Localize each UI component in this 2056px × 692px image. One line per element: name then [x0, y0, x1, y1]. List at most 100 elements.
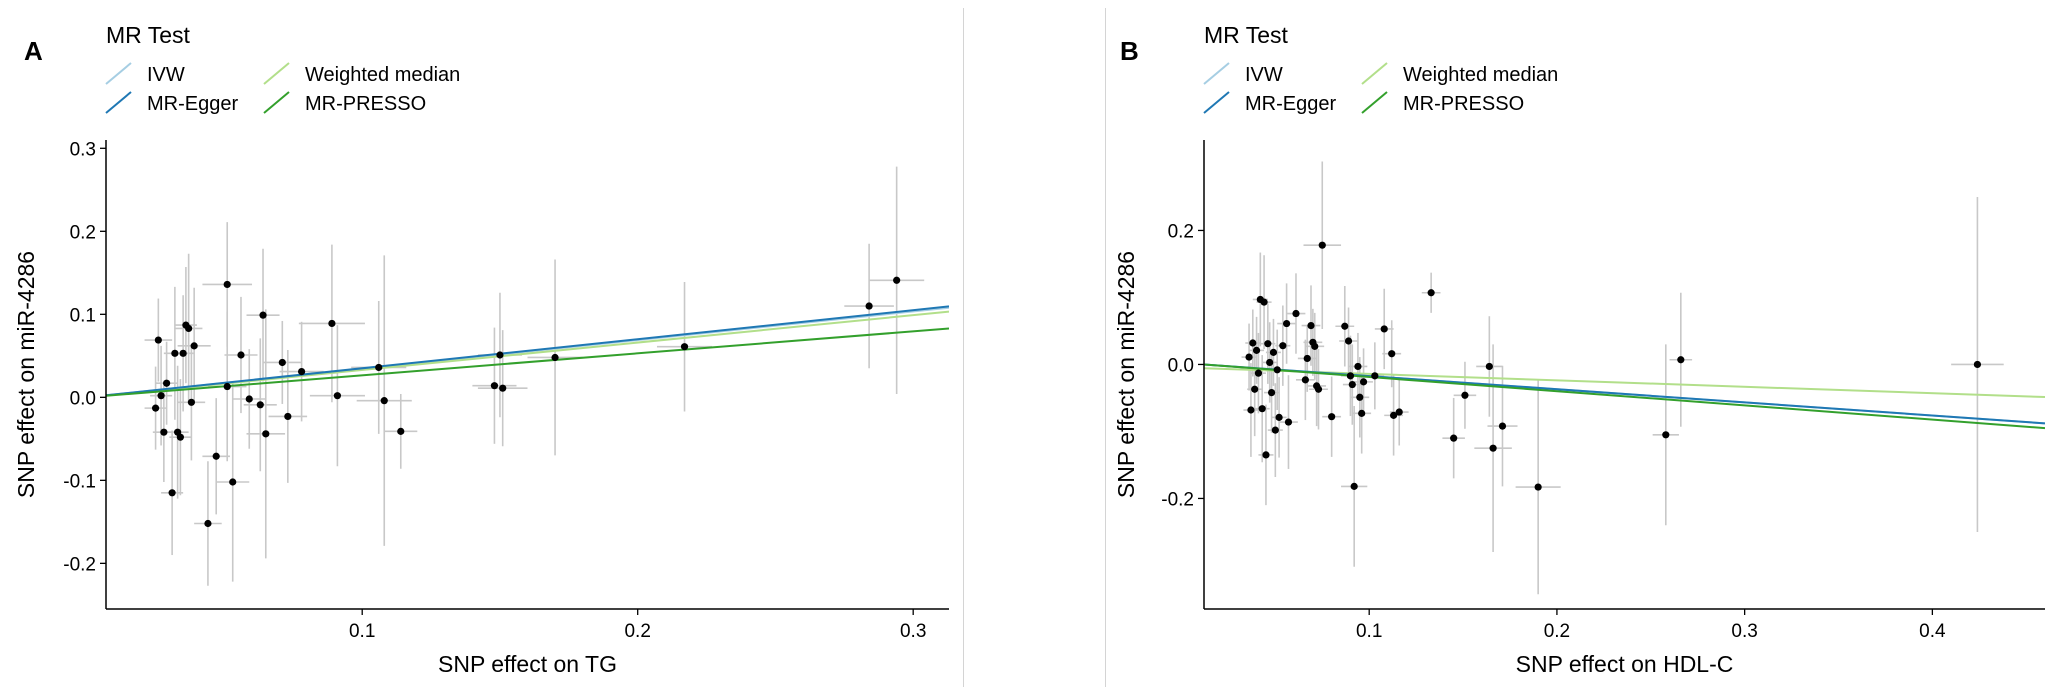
legend: MR Test IVW Weighted median MR-Egger MR-PRES…: [1203, 22, 1558, 115]
data-point: [176, 433, 184, 441]
data-point: [190, 342, 198, 350]
points: [1245, 241, 1982, 491]
x-tick-label: 0.2: [1544, 621, 1570, 642]
data-point: [1354, 362, 1362, 371]
x-tick-label: 0.3: [900, 621, 926, 642]
legend-label-weighted-median: Weighted median: [1403, 64, 1558, 86]
regression-line-weighted-median: [1204, 367, 2045, 399]
points: [151, 276, 901, 528]
data-point: [1390, 411, 1398, 419]
y-tick-label: 0.2: [70, 222, 96, 243]
y-tick-label: -0.2: [63, 554, 96, 575]
data-point: [1307, 321, 1315, 330]
panel-label: B: [1120, 36, 1139, 66]
data-point: [1275, 413, 1283, 421]
data-point: [893, 276, 901, 284]
x-axis-label: SNP effect on HDL-C: [1516, 651, 1734, 677]
data-point: [168, 489, 176, 497]
data-point: [865, 302, 873, 310]
data-point: [297, 367, 306, 376]
data-point: [1662, 431, 1670, 439]
panel-label: A: [24, 36, 43, 66]
data-point: [380, 397, 388, 405]
legend-key-mr-presso: [1361, 91, 1388, 114]
data-point: [1350, 482, 1358, 490]
data-point: [1358, 409, 1366, 417]
data-point: [1328, 413, 1336, 421]
data-point: [1282, 319, 1291, 328]
data-point: [1973, 360, 1982, 369]
data-point: [171, 349, 179, 357]
data-point: [223, 280, 231, 289]
data-point: [499, 384, 507, 392]
y-ticks: -0.2 0.0 0.2: [1161, 221, 1204, 510]
data-point: [185, 324, 193, 333]
legend-label-ivw: IVW: [1245, 64, 1283, 86]
data-point: [1371, 372, 1379, 380]
data-point: [237, 351, 245, 359]
data-point: [1258, 405, 1266, 413]
data-point: [397, 427, 405, 435]
y-tick-label: -0.1: [63, 471, 96, 492]
error-bars: [144, 166, 925, 586]
data-point: [490, 382, 499, 390]
y-tick-label: 0.0: [70, 388, 96, 409]
y-tick-label: 0.1: [70, 305, 96, 326]
panel-divider-right: [1105, 8, 1106, 687]
legend-key-mr-presso: [263, 91, 290, 114]
y-axis-label: SNP effect on miR-4286: [1113, 251, 1139, 498]
legend-key-mr-egger: [1203, 91, 1230, 114]
data-point: [157, 392, 165, 400]
data-point: [1264, 340, 1272, 348]
data-point: [1269, 348, 1278, 356]
regression-line-mr-egger: [106, 305, 949, 397]
x-ticks: 0.1 0.2 0.3 0.4: [1356, 609, 1946, 642]
legend-label-weighted-median: Weighted median: [305, 64, 460, 86]
data-point: [551, 353, 559, 362]
chart-svg: B MR Test IVW Weighted median MR-Egger MR-PRE…: [1113, 22, 2045, 677]
data-point: [1301, 376, 1309, 384]
y-ticks: -0.2 -0.1 0.0 0.1 0.2 0.3: [63, 139, 106, 575]
legend-key-ivw: [1203, 62, 1230, 85]
data-point: [1314, 385, 1323, 393]
legend-title: MR Test: [1204, 22, 1289, 48]
data-point: [1346, 372, 1355, 380]
data-point: [223, 382, 231, 391]
data-point: [1461, 391, 1469, 399]
x-tick-label: 0.3: [1731, 621, 1757, 642]
legend-label-mr-presso: MR-PRESSO: [1403, 93, 1524, 115]
data-point: [259, 311, 267, 319]
data-point: [1260, 298, 1268, 306]
data-point: [1427, 289, 1435, 297]
data-point: [179, 349, 187, 357]
chart-svg: A MR Test IVW Weighted median MR-Egger MR-PRE…: [13, 22, 949, 677]
regression-line-mr-presso: [1204, 363, 2045, 430]
data-point: [1273, 366, 1281, 374]
legend: MR Test IVW Weighted median MR-Egger MR-PRES…: [105, 22, 460, 115]
data-point: [496, 351, 504, 359]
data-point: [284, 412, 292, 421]
y-tick-label: -0.2: [1161, 489, 1194, 510]
legend-label-mr-egger: MR-Egger: [1245, 93, 1336, 115]
error-bars: [1241, 161, 2004, 595]
x-tick-label: 0.1: [1356, 621, 1382, 642]
data-point: [1249, 339, 1257, 347]
data-point: [1380, 325, 1388, 333]
data-point: [1245, 353, 1253, 361]
data-point: [187, 398, 196, 406]
legend-title: MR Test: [106, 22, 191, 48]
data-point: [1395, 408, 1403, 416]
data-point: [1279, 342, 1287, 350]
data-point: [154, 336, 162, 344]
legend-key-weighted-median: [263, 62, 290, 85]
y-axis-label: SNP effect on miR-4286: [13, 251, 39, 498]
data-point: [204, 519, 212, 528]
data-point: [1359, 378, 1368, 386]
data-point: [680, 343, 689, 351]
data-point: [1271, 426, 1279, 434]
data-point: [163, 379, 171, 387]
data-point: [245, 395, 253, 403]
x-tick-label: 0.1: [349, 621, 375, 642]
x-ticks: 0.1 0.2 0.3: [349, 609, 926, 642]
